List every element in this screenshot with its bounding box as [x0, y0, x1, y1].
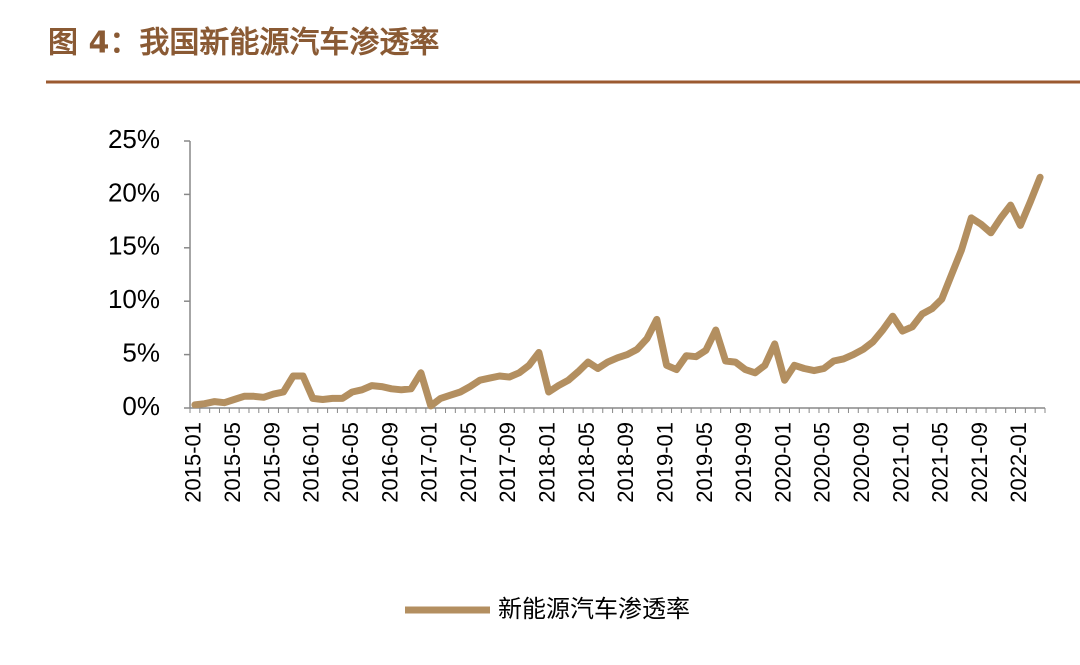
- x-tick-label: 2016-01: [299, 422, 324, 503]
- x-tick-label: 2015-09: [259, 422, 284, 503]
- y-tick-label: 5%: [122, 337, 160, 367]
- x-tick-label: 2015-01: [181, 422, 206, 503]
- y-tick-label: 0%: [122, 391, 160, 421]
- x-tick-label: 2020-09: [849, 422, 874, 503]
- x-tick-label: 2018-09: [613, 422, 638, 503]
- y-tick-label: 25%: [108, 124, 160, 154]
- x-tick-label: 2017-05: [456, 422, 481, 503]
- x-tick-label: 2019-09: [731, 422, 756, 503]
- x-tick-label: 2018-05: [574, 422, 599, 503]
- x-tick-label: 2022-01: [1006, 422, 1031, 503]
- line-series: [191, 173, 1044, 410]
- y-tick-label: 20%: [108, 177, 160, 207]
- x-tick-label: 2021-05: [928, 422, 953, 503]
- x-tick-label: 2020-01: [770, 422, 795, 503]
- x-tick-label: 2016-05: [338, 422, 363, 503]
- x-tick-label: 2017-09: [495, 422, 520, 503]
- chart-title: 图 4：我国新能源汽车渗透率: [48, 26, 439, 61]
- y-tick-label: 10%: [108, 284, 160, 314]
- x-tick-label: 2021-09: [967, 422, 992, 503]
- x-tick-label: 2019-05: [692, 422, 717, 503]
- x-tick-label: 2020-05: [810, 422, 835, 503]
- x-tick-label: 2019-01: [652, 422, 677, 503]
- legend-label: 新能源汽车渗透率: [498, 595, 690, 623]
- x-tick-label: 2017-01: [417, 422, 442, 503]
- x-tick-label: 2018-01: [535, 422, 560, 503]
- x-tick-label: 2021-01: [888, 422, 913, 503]
- y-tick-label: 15%: [108, 231, 160, 261]
- x-tick-label: 2016-09: [377, 422, 402, 503]
- x-tick-label: 2015-05: [220, 422, 245, 503]
